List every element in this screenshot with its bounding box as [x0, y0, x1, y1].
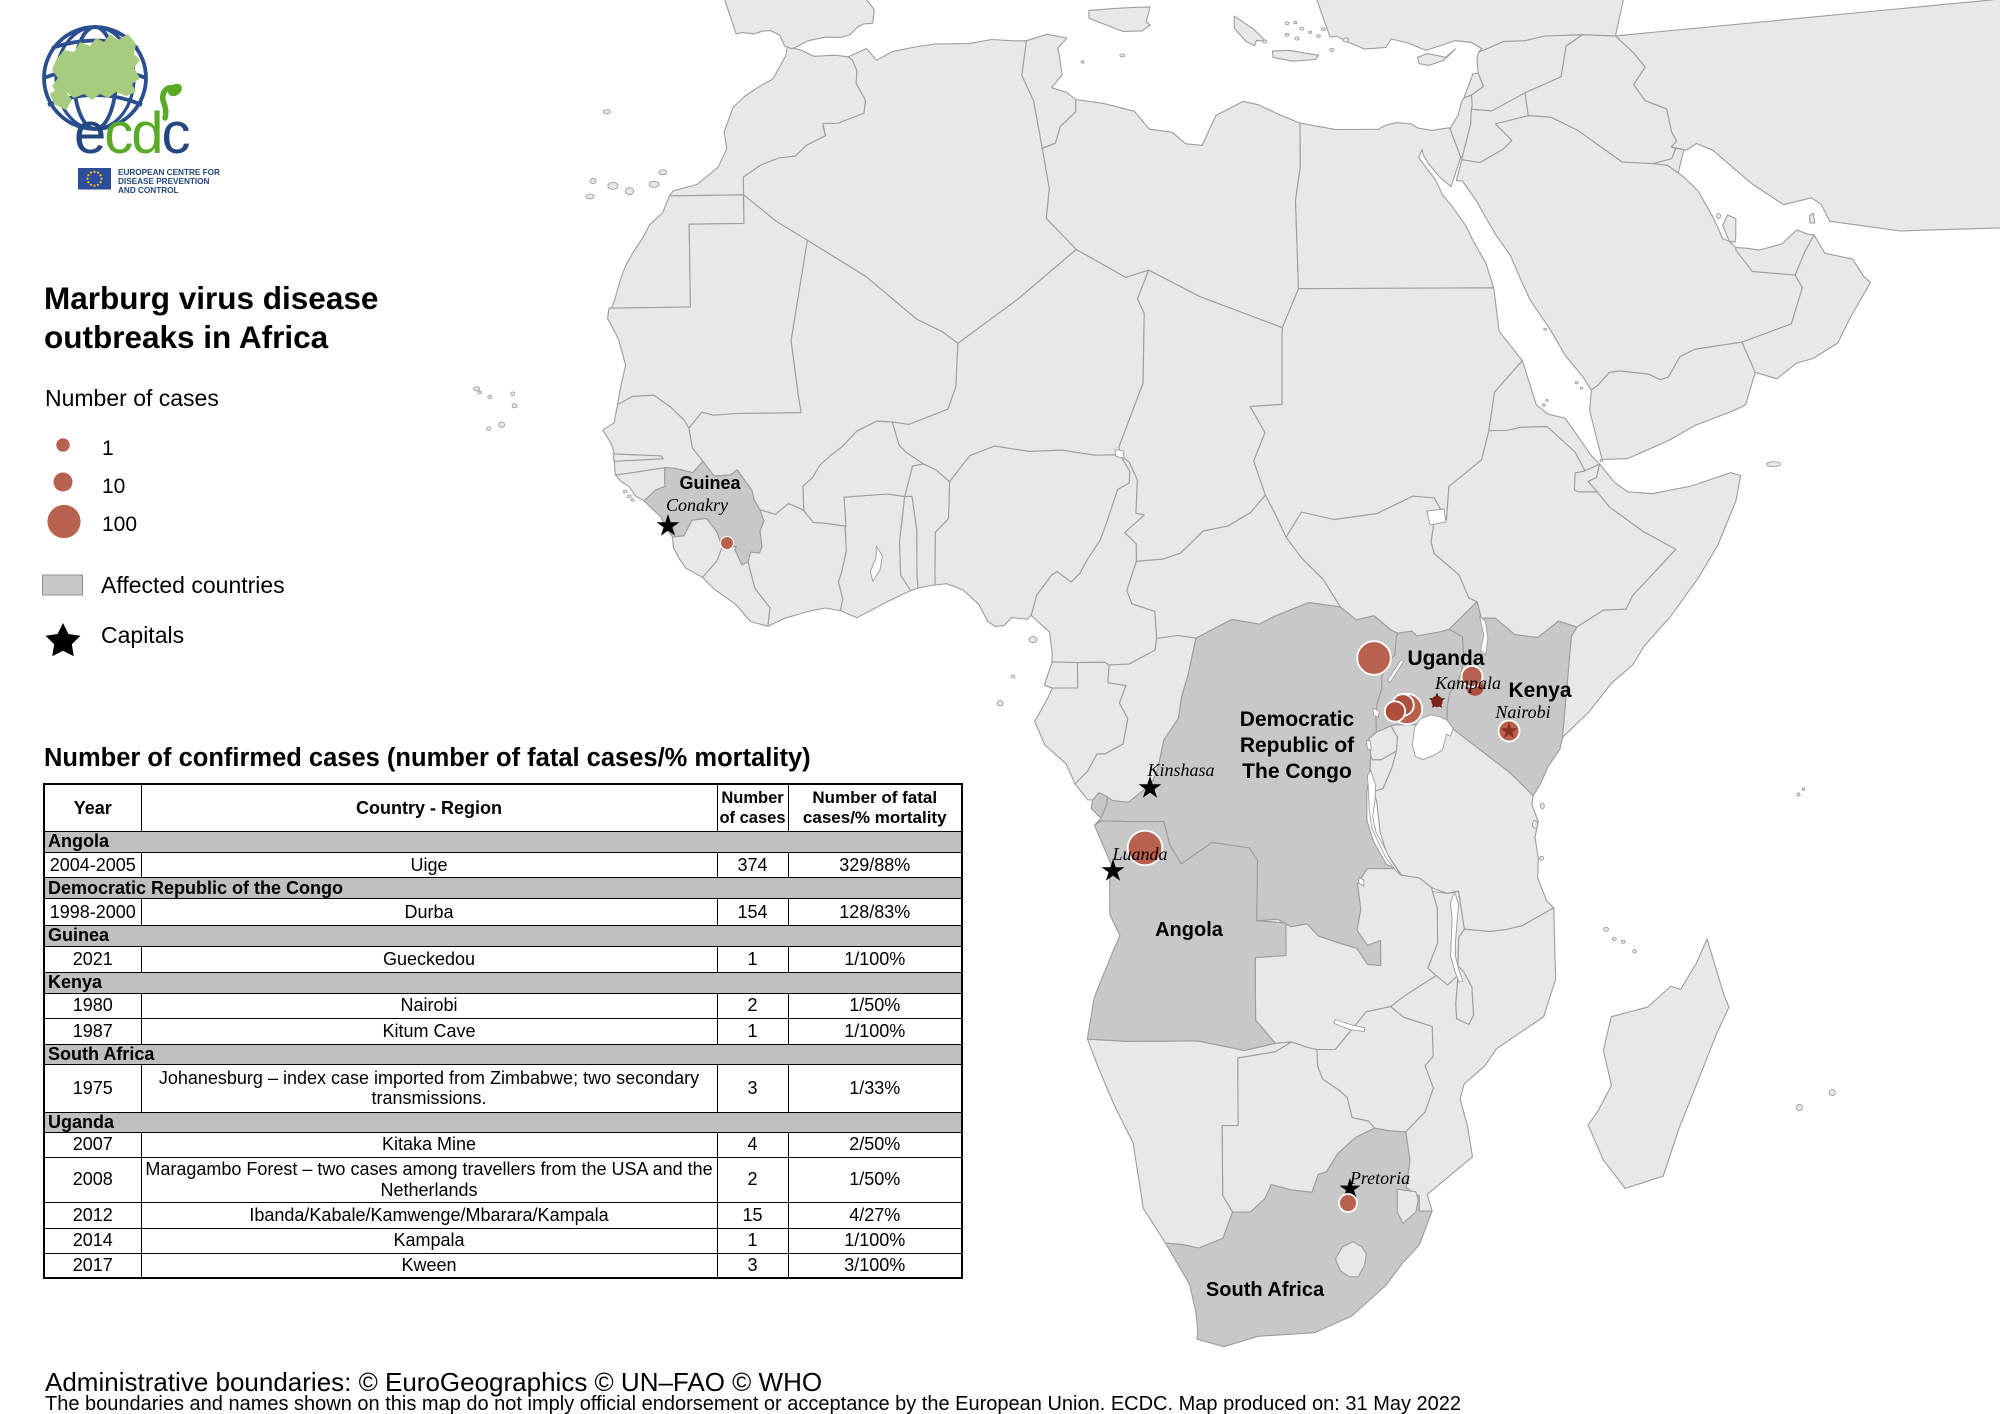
svg-text:Republic of: Republic of — [1240, 734, 1355, 757]
svg-text:Kampala: Kampala — [1434, 673, 1501, 693]
svg-text:Conakry: Conakry — [666, 495, 728, 515]
svg-text:The Congo: The Congo — [1242, 760, 1352, 783]
svg-text:Nairobi: Nairobi — [1494, 702, 1550, 722]
svg-text:Guinea: Guinea — [679, 473, 741, 493]
svg-text:Democratic: Democratic — [1240, 708, 1355, 731]
svg-text:EUROPEAN CENTRE FOR: EUROPEAN CENTRE FOR — [118, 168, 220, 177]
svg-text:Pretoria: Pretoria — [1349, 1168, 1410, 1188]
svg-text:Angola: Angola — [1155, 919, 1224, 941]
svg-text:South Africa: South Africa — [1206, 1279, 1325, 1301]
svg-text:AND CONTROL: AND CONTROL — [118, 186, 179, 195]
svg-text:Kinshasa: Kinshasa — [1146, 760, 1214, 780]
svg-text:DISEASE PREVENTION: DISEASE PREVENTION — [118, 177, 210, 186]
svg-text:Uganda: Uganda — [1407, 647, 1484, 670]
svg-text:Luanda: Luanda — [1111, 844, 1167, 864]
svg-text:Kenya: Kenya — [1508, 679, 1571, 702]
